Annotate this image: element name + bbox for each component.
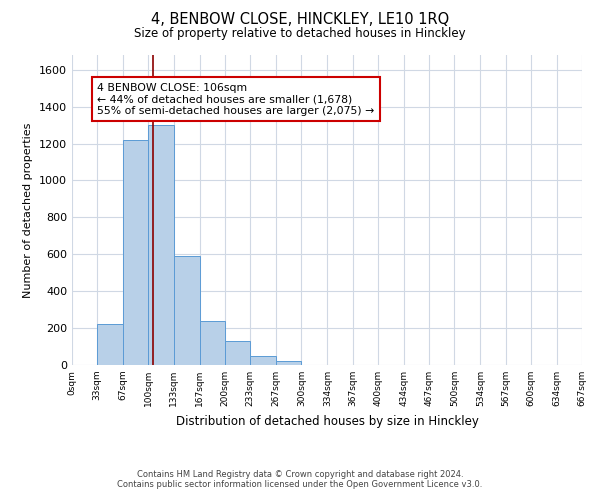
Bar [123,140,148,365]
Text: Size of property relative to detached houses in Hinckley: Size of property relative to detached ho… [134,28,466,40]
Bar [97,324,123,365]
Bar [200,320,225,365]
X-axis label: Distribution of detached houses by size in Hinckley: Distribution of detached houses by size … [176,414,478,428]
Bar [148,125,173,365]
Bar [276,362,301,365]
Text: Contains HM Land Registry data © Crown copyright and database right 2024.
Contai: Contains HM Land Registry data © Crown c… [118,470,482,489]
Bar [173,256,200,365]
Text: 4 BENBOW CLOSE: 106sqm
← 44% of detached houses are smaller (1,678)
55% of semi-: 4 BENBOW CLOSE: 106sqm ← 44% of detached… [97,82,374,116]
Text: 4, BENBOW CLOSE, HINCKLEY, LE10 1RQ: 4, BENBOW CLOSE, HINCKLEY, LE10 1RQ [151,12,449,28]
Bar [225,341,250,365]
Bar [250,356,276,365]
Y-axis label: Number of detached properties: Number of detached properties [23,122,34,298]
